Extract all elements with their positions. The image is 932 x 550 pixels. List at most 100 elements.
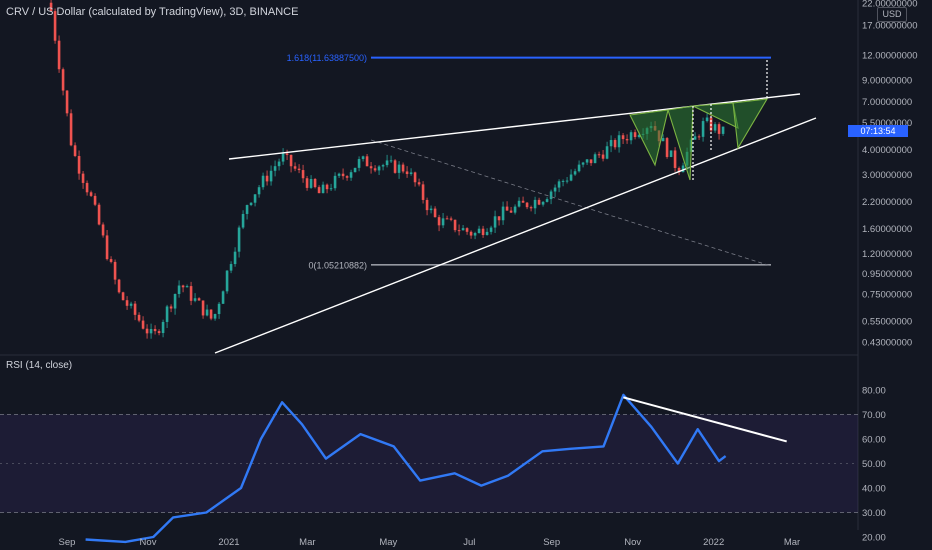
rsi-title: RSI (14, close): [6, 360, 73, 371]
candle-body: [713, 124, 717, 131]
candle-body: [665, 138, 669, 157]
candle-body: [281, 153, 285, 162]
candle-body: [681, 165, 685, 173]
candle-body: [277, 161, 281, 167]
candle-body: [237, 227, 241, 252]
candle-body: [153, 328, 157, 332]
candle-body: [673, 150, 677, 168]
price-axis-label: 0.75000000: [862, 290, 912, 301]
candle-body: [85, 182, 89, 193]
time-axis-label: Jul: [463, 537, 475, 548]
candle-body: [537, 199, 541, 205]
candle-body: [217, 303, 221, 315]
candle-body: [705, 117, 709, 122]
time-axis-label: Sep: [59, 537, 76, 548]
rsi-axis-label: 80.00: [862, 386, 886, 397]
candle-body: [381, 165, 385, 167]
candle-body: [549, 191, 553, 200]
candle-body: [113, 261, 117, 280]
candle-body: [301, 170, 305, 179]
candle-body: [533, 199, 537, 209]
candle-body: [249, 202, 253, 206]
candle-body: [485, 231, 489, 236]
price-axis-label: 17.00000000: [862, 20, 917, 31]
candle-body: [573, 171, 577, 175]
candle-body: [49, 2, 53, 12]
candle-body: [593, 154, 597, 164]
symbol-title: CRV / US Dollar (calculated by TradingVi…: [6, 6, 299, 18]
candle-body: [425, 199, 429, 211]
candle-body: [457, 230, 461, 232]
candle-body: [73, 145, 77, 157]
candle-body: [477, 228, 481, 234]
candle-body: [465, 228, 469, 232]
candle-body: [261, 175, 265, 188]
time-axis-label: Sep: [543, 537, 560, 548]
price-grid: [0, 0, 859, 530]
candle-body: [529, 207, 533, 209]
candle-body: [213, 314, 217, 319]
price-axis-label: 1.20000000: [862, 249, 912, 260]
candle-body: [117, 279, 121, 293]
candle-body: [137, 314, 141, 321]
candle-body: [545, 199, 549, 202]
time-axis-label: Nov: [140, 537, 157, 548]
candle-body: [597, 154, 601, 156]
candle-body: [693, 136, 697, 140]
time-axis-label: 2022: [703, 537, 724, 548]
price-axis-label: 7.00000000: [862, 97, 912, 108]
candle-body: [609, 140, 613, 147]
countdown-label: 07:13:54: [848, 125, 908, 137]
candle-body: [305, 178, 309, 188]
candle-body: [81, 173, 85, 183]
pattern-triangle: [667, 105, 694, 181]
candle-body: [481, 228, 485, 236]
currency-button[interactable]: USD: [877, 7, 907, 22]
candle-body: [421, 184, 425, 200]
candle-body: [409, 172, 413, 175]
candle-body: [541, 201, 545, 205]
candle-body: [637, 134, 641, 138]
candle-body: [265, 175, 269, 182]
candle-body: [293, 166, 297, 169]
candle-body: [93, 195, 97, 205]
candle-body: [173, 293, 177, 309]
drawings-layer[interactable]: 1.618(11.63887500) 0(1.05210882): [214, 53, 817, 354]
candle-body: [289, 154, 293, 167]
candle-body: [253, 194, 257, 203]
candle-body: [625, 139, 629, 141]
candle-body: [429, 208, 433, 211]
candle-body: [581, 162, 585, 165]
candle-body: [553, 187, 557, 192]
candle-body: [109, 259, 113, 262]
candle-body: [373, 168, 377, 171]
rsi-axis-label: 20.00: [862, 533, 886, 544]
candle-body: [209, 309, 213, 319]
candle-body: [505, 206, 509, 211]
candle-body: [313, 178, 317, 188]
candle-body: [413, 172, 417, 183]
candle-body: [397, 164, 401, 173]
candle-body: [53, 11, 57, 41]
candle-body: [157, 331, 161, 334]
candle-body: [517, 200, 521, 207]
candle-body: [309, 178, 313, 188]
price-axis-label: 9.00000000: [862, 75, 912, 86]
candle-body: [473, 233, 477, 236]
pattern-triangle: [629, 109, 669, 167]
candle-body: [101, 224, 105, 236]
candle-body: [613, 140, 617, 148]
candle-body: [233, 251, 237, 265]
candle-body: [437, 217, 441, 226]
time-axis-label: May: [379, 537, 397, 548]
candle-body: [57, 40, 61, 70]
candle-body: [377, 166, 381, 171]
candle-body: [717, 124, 721, 134]
candle-body: [345, 176, 349, 178]
rsi-line: [85, 393, 727, 544]
candle-body: [185, 286, 189, 288]
candle-body: [149, 328, 153, 334]
candle-body: [661, 138, 665, 142]
candle-body: [601, 154, 605, 159]
